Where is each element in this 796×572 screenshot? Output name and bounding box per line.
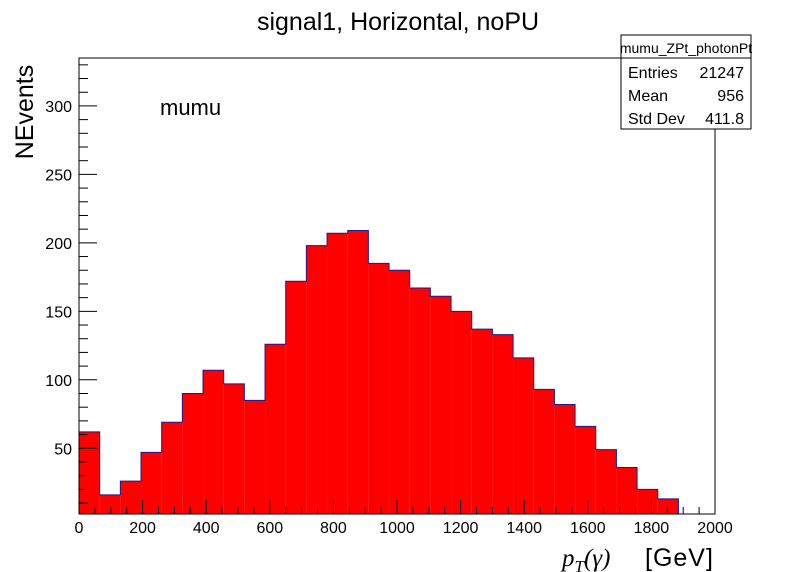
x-tick-label: 800 (320, 520, 347, 537)
histogram-bar (161, 422, 183, 514)
stats-entries-label: Entries (628, 65, 678, 82)
y-tick-label: 250 (45, 167, 72, 184)
stats-stddev-label: Std Dev (628, 111, 685, 128)
histogram-bar (430, 296, 452, 514)
y-tick-label: 200 (45, 236, 72, 253)
histogram-bar (657, 498, 679, 514)
histogram-bar (79, 431, 100, 514)
y-tick-label: 300 (45, 99, 72, 116)
x-axis-label: pT(γ) (560, 545, 610, 572)
histogram-bar (389, 270, 410, 514)
x-tick-label: 2000 (697, 520, 733, 537)
x-tick-label: 1600 (570, 520, 606, 537)
histogram-bar (120, 481, 142, 514)
histogram-bar (595, 449, 617, 514)
stats-entries-value: 21247 (700, 65, 745, 82)
x-tick-label: 1800 (634, 520, 670, 537)
histogram-bar (265, 344, 286, 514)
annotation-mumu: mumu (160, 95, 221, 120)
x-tick-label: 200 (129, 520, 156, 537)
histogram-bar (368, 263, 390, 514)
stats-box: mumu_ZPt_photonPt Entries 21247 Mean 956… (620, 34, 752, 130)
histogram-bar (554, 404, 576, 514)
y-tick-label: 50 (54, 441, 72, 458)
histogram-bar (513, 357, 534, 514)
x-tick-label: 600 (256, 520, 283, 537)
bars-group (79, 230, 679, 515)
stats-mean-label: Mean (628, 88, 668, 105)
histogram-bar (409, 288, 431, 514)
histogram-bar (492, 334, 514, 514)
histogram-outline (78, 230, 700, 515)
histogram-bar (244, 400, 266, 514)
x-tick-label: 1000 (379, 520, 415, 537)
histogram-bar (471, 329, 493, 514)
histogram-bar (327, 233, 348, 514)
histogram-bar (347, 230, 369, 515)
y-axis-ticks: 50 100 150 200 250 300 (45, 64, 97, 504)
histogram-bar (637, 489, 658, 514)
y-tick-label: 150 (45, 304, 72, 321)
histogram-bar (223, 383, 245, 514)
histogram-bar (182, 393, 204, 514)
histogram-bar (285, 281, 307, 514)
x-axis-ticks: 0 200 400 600 800 1000 1200 1400 1600 1800 2000 (75, 500, 733, 537)
histogram-bar (203, 370, 224, 514)
histogram-bar (306, 245, 328, 514)
histogram-bar (533, 389, 555, 514)
chart-title: signal1, Horizontal, noPU (257, 8, 539, 36)
histogram-bar (141, 452, 162, 514)
x-tick-label: 1400 (506, 520, 542, 537)
x-tick-label: 0 (75, 520, 84, 537)
y-axis-label: NEvents (11, 65, 39, 159)
y-tick-label: 100 (45, 373, 72, 390)
stats-name: mumu_ZPt_photonPt (620, 40, 752, 56)
stats-mean-value: 956 (717, 88, 744, 105)
histogram-bar (99, 494, 121, 514)
histogram-bar (451, 311, 472, 514)
x-tick-label: 1200 (443, 520, 479, 537)
histogram-bar (575, 426, 596, 514)
x-axis-unit: [GeV] (645, 544, 714, 572)
x-tick-label: 400 (193, 520, 220, 537)
histogram-bar (616, 467, 638, 514)
stats-stddev-value: 411.8 (705, 111, 744, 128)
